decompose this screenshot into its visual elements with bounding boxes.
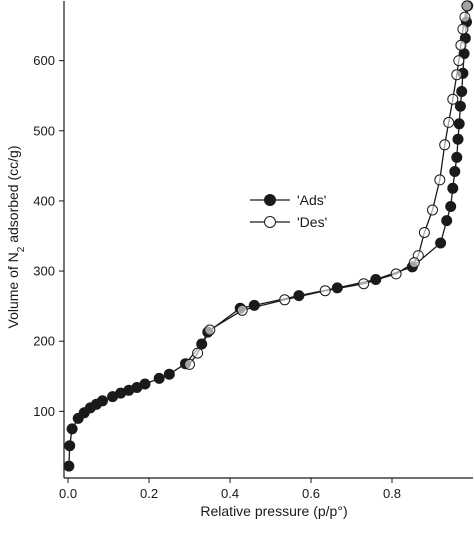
des-point xyxy=(461,0,473,12)
ads-point xyxy=(163,368,175,380)
ads-point xyxy=(451,151,463,163)
y-tick-label: 300 xyxy=(33,264,55,279)
des-point xyxy=(184,358,195,370)
des-point xyxy=(457,23,469,35)
y-axis-label: Volume of N2 adsorbed (cc/g) xyxy=(5,146,27,329)
des-point xyxy=(418,227,430,238)
des-point xyxy=(443,116,455,128)
des-point xyxy=(447,93,459,105)
ads-point xyxy=(153,372,165,384)
y-axis-ticks: 100 200 300 400 500 600 xyxy=(33,53,64,419)
legend-des-label: 'Des' xyxy=(297,214,327,230)
ads-point xyxy=(449,166,461,177)
ads-point xyxy=(447,182,459,194)
des-point xyxy=(427,204,438,216)
y-tick-label: 500 xyxy=(33,123,55,138)
series-ads xyxy=(63,0,474,472)
ads-point xyxy=(454,100,466,112)
des-point xyxy=(279,294,291,306)
des-point xyxy=(451,69,463,81)
axes-frame xyxy=(63,1,473,479)
legend: 'Ads' 'Des' xyxy=(250,192,327,230)
des-point xyxy=(459,11,471,23)
ads-point xyxy=(452,133,464,145)
des-point xyxy=(192,347,204,359)
x-tick-label: 0.6 xyxy=(302,486,320,501)
ads-point xyxy=(445,201,457,212)
des-point xyxy=(236,304,248,316)
legend-ads-label: 'Ads' xyxy=(297,192,326,208)
series-des xyxy=(184,0,473,370)
ads-point xyxy=(441,215,453,227)
legend-ads-marker xyxy=(264,194,276,206)
x-tick-label: 0.2 xyxy=(140,486,158,501)
x-axis-label: Relative pressure (p/p°) xyxy=(200,503,347,519)
ads-point xyxy=(63,460,75,472)
des-point xyxy=(390,268,402,280)
des-point xyxy=(434,174,446,186)
des-point xyxy=(453,55,465,67)
ads-point xyxy=(139,378,151,390)
series-line xyxy=(188,5,468,365)
x-tick-label: 0.8 xyxy=(383,486,401,501)
des-point xyxy=(455,39,467,51)
des-point xyxy=(204,324,216,336)
ads-point xyxy=(64,440,76,452)
ads-point xyxy=(435,237,447,249)
des-point xyxy=(439,139,451,151)
x-tick-label: 0.4 xyxy=(221,486,239,501)
des-point xyxy=(358,278,370,290)
ads-point xyxy=(97,395,108,407)
y-tick-label: 100 xyxy=(33,404,55,419)
y-tick-label: 200 xyxy=(33,334,55,349)
legend-des-marker xyxy=(264,216,276,228)
y-tick-label: 400 xyxy=(33,193,55,208)
x-axis-ticks: 0.0 0.2 0.4 0.6 0.8 xyxy=(59,478,401,501)
ads-point xyxy=(456,86,468,97)
ads-point xyxy=(66,423,78,435)
des-point xyxy=(408,257,420,269)
des-point xyxy=(319,285,331,297)
ads-point xyxy=(453,118,465,130)
series-line xyxy=(68,5,469,467)
y-tick-label: 600 xyxy=(33,53,55,68)
x-tick-label: 0.0 xyxy=(59,486,77,501)
ads-point xyxy=(248,299,260,311)
